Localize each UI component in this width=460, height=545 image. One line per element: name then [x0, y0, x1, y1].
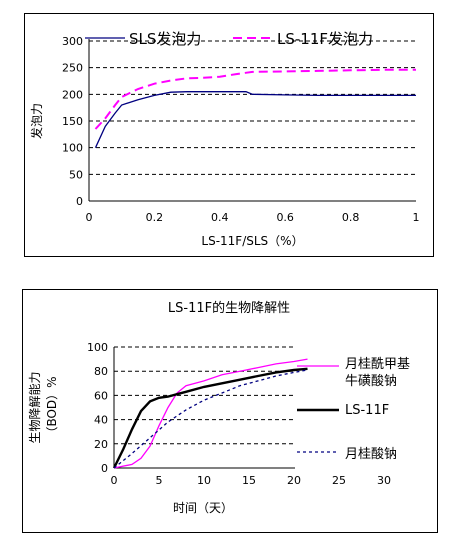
x-tick-label: 0.8 — [342, 211, 360, 224]
y-axis-label: 发泡力 — [29, 103, 44, 139]
y-tick-label: 300 — [62, 35, 83, 48]
y-tick-label: 50 — [69, 168, 83, 181]
y-tick-label: 100 — [87, 341, 108, 354]
y-tick-label: 150 — [62, 115, 83, 128]
foaming-chart-panel: 0 50 100 150 200 250 300 0 0.2 0.4 0.6 0.8 1 LS-11F/S… — [24, 13, 434, 257]
y-tick-label: 0 — [76, 195, 83, 208]
foaming-chart: 0 50 100 150 200 250 300 0 0.2 0.4 0.6 0.8 1 LS-11F/S… — [29, 30, 420, 248]
legend-label: 牛磺酸钠 — [345, 374, 397, 389]
series-line-3 — [113, 369, 308, 469]
x-tick-label: 0.6 — [276, 211, 294, 224]
y-tick-label: 250 — [62, 62, 83, 75]
y-tick-label: 60 — [94, 389, 108, 402]
y-tick-label: 40 — [94, 414, 108, 427]
x-tick-label: 0 — [111, 474, 118, 487]
x-tick-label: 0.2 — [146, 211, 164, 224]
x-tick-label: 0 — [86, 211, 93, 224]
legend-label: LS-11F — [345, 403, 389, 418]
series-line-1 — [94, 91, 416, 148]
x-tick-label: 10 — [197, 474, 211, 487]
biodegradation-chart-panel: LS-11F的生物降解性 0 20 40 60 80 100 0 5 10 15 20 25 30 时间（天… — [22, 289, 438, 533]
y-tick-label: 20 — [94, 438, 108, 451]
x-tick-label: 0.4 — [211, 211, 229, 224]
series-line-1 — [113, 358, 308, 469]
x-tick-label: 25 — [332, 474, 346, 487]
legend-label: 月桂酰甲基 — [345, 357, 410, 372]
y-tick-label: 80 — [94, 365, 108, 378]
legend-label: 月桂酸钠 — [345, 447, 397, 462]
x-axis-label: LS-11F/SLS（%） — [201, 234, 303, 248]
series-line-2 — [112, 367, 308, 469]
legend-label: LS-11F发泡力 — [277, 30, 373, 48]
y-tick-label: 100 — [62, 142, 83, 155]
x-tick-label: 5 — [156, 474, 163, 487]
chart-title: LS-11F的生物降解性 — [168, 300, 290, 316]
x-tick-label: 15 — [242, 474, 256, 487]
legend-label: SLS发泡力 — [129, 30, 201, 48]
biodegradation-chart: LS-11F的生物降解性 0 20 40 60 80 100 0 5 10 15 20 25 30 时间（天… — [28, 300, 410, 515]
y-tick-label: 0 — [101, 462, 108, 475]
series-line-2 — [94, 68, 416, 130]
x-tick-label: 1 — [413, 211, 420, 224]
y-axis-label-unit: （BOD）% — [45, 376, 59, 438]
y-axis-label: 生物降解能力 — [28, 371, 42, 443]
x-axis-label: 时间（天） — [173, 501, 233, 515]
y-tick-label: 200 — [62, 88, 83, 101]
x-tick-label: 30 — [377, 474, 391, 487]
x-tick-label: 20 — [287, 474, 301, 487]
